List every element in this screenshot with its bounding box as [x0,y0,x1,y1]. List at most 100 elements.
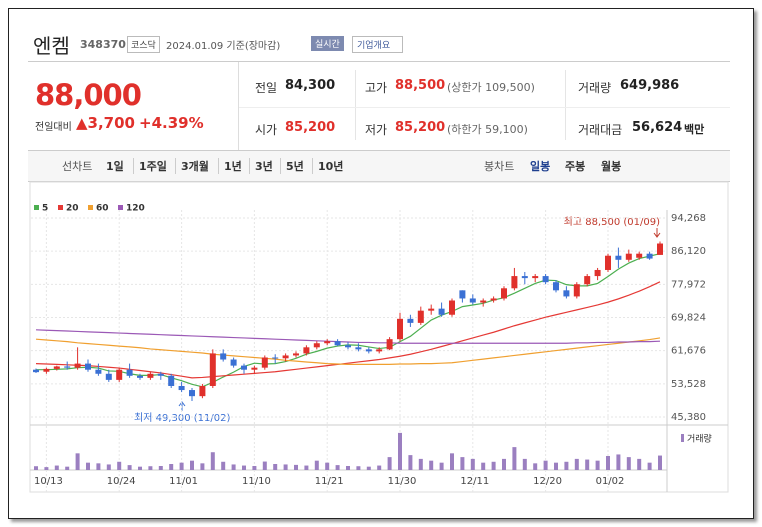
tab[interactable]: 1주일 [133,158,167,174]
candle-body [147,373,154,378]
percent: +4.39% [139,114,204,132]
candle-body [105,373,112,380]
candle-body [126,369,133,376]
cell-label: 전일 [255,81,278,95]
volume-bar [96,463,101,470]
y-tick-label: 53,528 [671,379,706,390]
volume-bar [221,461,226,470]
volume-bar [429,460,434,470]
volume-bar [200,463,205,470]
ma-line [35,281,661,379]
x-tick-label: 11/21 [315,476,344,487]
candle-body [459,290,466,299]
volume-bar [616,454,621,470]
candle-body [345,345,351,348]
candle-body [85,363,91,370]
volume-bar [262,461,267,470]
stock-name: 엔켐 [33,34,70,58]
badge[interactable]: 실시간 [311,36,344,51]
tab[interactable]: 3년 [249,158,273,174]
candle-body [428,308,435,311]
candle-body [282,355,289,359]
candle-body [573,284,580,297]
tab[interactable]: 월봉 [601,160,622,173]
candle-body [397,318,403,340]
candle-body [417,310,424,323]
volume-bar [44,467,49,470]
tab[interactable]: 1년 [218,158,242,174]
volume-bar [491,461,496,470]
candle-body [209,353,216,386]
tab[interactable]: 5년 [280,158,304,174]
volume-bar [595,460,600,470]
x-tick-label: 11/30 [388,476,417,487]
tab-label: 봉차트 [484,160,515,173]
candle-body [553,282,559,291]
volume-bar [439,462,444,470]
volume-bar [75,453,80,470]
volume-bar [460,457,465,470]
volume-bar [252,466,257,470]
market: 코스닥 [127,36,160,53]
cell-value: 85,200 [285,120,336,135]
candle-body [313,343,320,348]
candle-body [189,390,195,397]
volume-bar [356,466,361,470]
x-tick-label: 11/10 [242,476,271,487]
candle-body [438,308,445,315]
y-tick-label: 86,120 [671,246,706,257]
volume-bar [398,432,402,470]
candle-body [157,373,164,376]
stock-code: 348370 [80,38,126,51]
cell-label: 저가 [365,123,388,137]
candle-body [563,290,570,297]
candle-body [116,369,123,380]
volume-bar [481,462,486,470]
tab[interactable]: 10년 [312,158,343,174]
candle-body [376,349,383,352]
volume-bar [179,462,184,470]
x-tick-label: 10/24 [107,476,136,487]
candle-body [584,276,591,285]
cell-sub: (상한가 109,500) [447,81,535,94]
volume-bar [273,464,278,470]
volume-bar [554,462,558,470]
candle-body [469,298,476,303]
candle-body [449,300,455,315]
cell-label: 거래량 [578,81,612,95]
cell-label: 거래대금 [578,123,623,137]
volume-bar [626,457,631,470]
y-tick-label: 77,972 [671,279,706,290]
cell-label: 시가 [255,123,278,137]
y-tick-label: 94,268 [671,213,706,224]
volume-bar [470,458,475,470]
volume-bar [106,464,111,470]
candle-body [64,366,71,368]
volume-bar [502,458,506,470]
tab[interactable]: 주봉 [565,160,586,173]
candle-body [334,341,341,346]
candle-body [625,253,632,260]
tab[interactable]: 3개월 [175,158,209,174]
y-tick-label: 61,676 [671,346,706,357]
volume-bar [169,464,174,470]
candle-body [43,368,50,372]
candle-body [594,269,601,277]
cell-value: 649,986 [620,78,680,93]
tab[interactable]: 일봉 [530,160,551,173]
cell-label: 고가 [365,81,388,95]
company-button[interactable]: 기업개요 [352,36,404,53]
volume-bar [377,465,382,470]
candle-body [261,357,268,368]
candle-body [657,243,663,255]
x-tick-label: 12/20 [533,476,562,487]
candle-body [511,276,518,289]
change: ▲3,700 [76,114,135,132]
candle-body [220,353,227,360]
volume-bar [54,465,59,470]
candle-body [251,367,258,370]
x-tick-label: 10/13 [34,476,63,487]
tab[interactable]: 1일 [106,160,124,173]
